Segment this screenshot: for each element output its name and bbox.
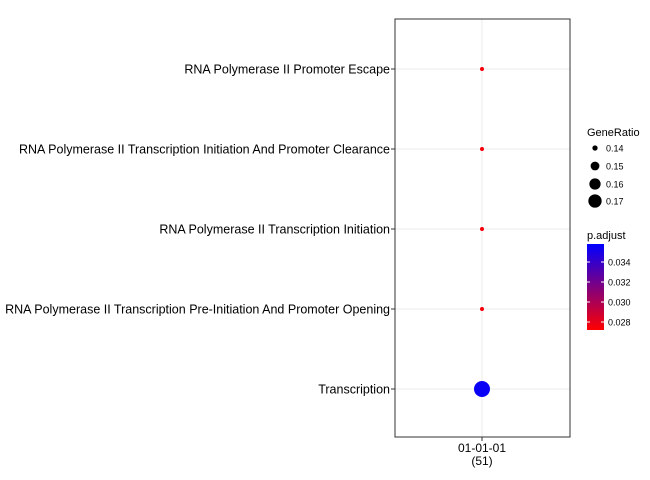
size-legend-label: 0.16 <box>606 180 624 190</box>
size-legend-key <box>588 194 602 208</box>
size-legend-label: 0.17 <box>606 197 624 207</box>
size-legend-key <box>590 161 600 171</box>
color-legend-bar <box>587 244 604 330</box>
size-legend-title: GeneRatio <box>587 127 640 139</box>
size-legend-label: 0.14 <box>606 144 624 154</box>
y-tick-label: RNA Polymerase II Transcription Initiati… <box>19 143 390 157</box>
size-legend-key <box>589 178 601 190</box>
data-point <box>480 147 484 151</box>
color-legend-label: 0.028 <box>608 318 631 328</box>
color-legend-label: 0.030 <box>608 298 631 308</box>
x-tick-label: 01-01-01 <box>458 441 506 455</box>
data-point <box>480 307 484 311</box>
y-tick-label: RNA Polymerase II Transcription Pre-Init… <box>5 303 390 317</box>
color-legend-label: 0.032 <box>608 278 631 288</box>
y-tick-label: Transcription <box>318 383 390 397</box>
data-point <box>480 67 484 71</box>
data-point <box>480 227 484 231</box>
size-legend-label: 0.15 <box>606 162 624 172</box>
size-legend-key <box>592 145 598 151</box>
y-tick-label: RNA Polymerase II Transcription Initiati… <box>159 223 390 237</box>
color-legend-label: 0.034 <box>608 258 631 268</box>
color-legend-title: p.adjust <box>587 230 626 242</box>
data-point <box>474 381 490 397</box>
x-tick-count-label: (51) <box>471 454 492 468</box>
y-tick-label: RNA Polymerase II Promoter Escape <box>184 63 390 77</box>
